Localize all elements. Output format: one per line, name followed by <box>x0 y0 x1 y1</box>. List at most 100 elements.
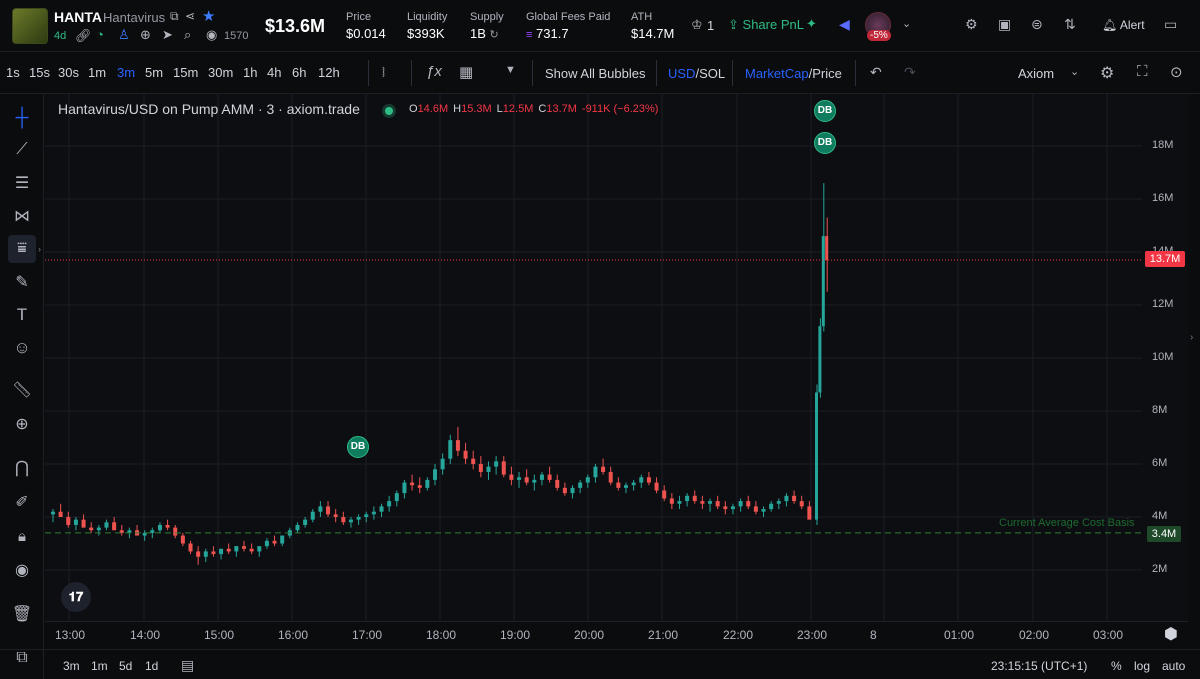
tradingview-logo[interactable]: 𝟏𝟕 <box>61 582 91 612</box>
currency-toggle[interactable]: USD/SOL <box>668 66 725 81</box>
close-value: 13.7M <box>546 103 577 115</box>
share-icon[interactable]: ⋖ <box>185 9 196 23</box>
share-pnl-button[interactable]: ⇪ Share PnL <box>728 17 804 33</box>
db-marker[interactable]: DB <box>347 436 369 458</box>
candle-body <box>242 546 246 549</box>
timeframe-3m[interactable]: 3m <box>117 65 136 80</box>
timeframe-30s[interactable]: 30s <box>58 65 79 80</box>
trendline-icon[interactable]: ⟋ <box>16 141 28 158</box>
percent-toggle[interactable]: % <box>1111 659 1122 673</box>
x-tick-label: 03:00 <box>1093 628 1124 642</box>
timeframe-15m[interactable]: 15m <box>173 65 199 80</box>
candle-body <box>578 482 583 488</box>
marketcap-option[interactable]: MarketCap <box>745 66 809 81</box>
caret-down-icon[interactable]: ▼ <box>505 64 516 76</box>
show-bubbles-button[interactable]: Show All Bubbles <box>545 66 646 81</box>
ruler-icon[interactable]: 📏︎ <box>11 382 33 399</box>
divider <box>368 60 369 86</box>
timeframe-1s[interactable]: 1s <box>6 65 20 80</box>
candle-body <box>104 522 109 528</box>
pin-icon[interactable]: ✦ <box>806 16 817 31</box>
metric-toggle[interactable]: MarketCap/Price <box>745 66 842 81</box>
search-icon[interactable]: ⌕ <box>184 27 192 42</box>
eye-hide-icon[interactable]: ◉ <box>15 562 29 579</box>
candle-body <box>509 474 514 480</box>
magnet-icon[interactable]: ⋂ <box>15 458 29 477</box>
fib-icon[interactable]: ☰ <box>14 175 30 192</box>
timeframe-15s[interactable]: 15s <box>29 65 50 80</box>
range-5d[interactable]: 5d <box>119 659 133 673</box>
range-3m[interactable]: 3m <box>63 659 80 673</box>
chart-area[interactable]: Hantavirus/USD on Pump AMM · 3 · axiom.t… <box>45 94 1188 621</box>
auto-toggle[interactable]: auto <box>1162 659 1186 673</box>
candlestick-chart[interactable] <box>45 94 1188 621</box>
usd-option[interactable]: USD <box>668 66 696 81</box>
scale-collapse-icon[interactable]: › <box>1190 332 1194 343</box>
candle-body <box>157 524 162 531</box>
hexagon-icon[interactable]: ⬢ <box>1164 626 1178 643</box>
trash-icon[interactable]: 🗑︎ <box>11 606 33 623</box>
timeframe-6h[interactable]: 6h <box>292 65 307 80</box>
lock-icon[interactable]: 🔒︎ <box>18 527 26 545</box>
user-icon[interactable]: ♙ <box>118 27 130 42</box>
token-avatar[interactable] <box>12 8 48 44</box>
token-name[interactable]: Hantavirus <box>103 10 166 25</box>
legend-status-dot <box>385 107 393 115</box>
change-value: -911K (−6.23%) <box>581 103 659 115</box>
time-axis[interactable]: 13:00 14:00 15:00 16:00 17:00 18:00 19:00 20:00… <box>45 621 1188 649</box>
text-icon[interactable]: T <box>16 305 28 324</box>
candle-type-icon[interactable]: ⧘ <box>382 64 386 81</box>
range-1d[interactable]: 1d <box>145 659 159 673</box>
wallet-icon[interactable]: ▣ <box>998 16 1012 32</box>
projection-icon[interactable]: ⩸ <box>8 235 36 263</box>
timeframe-1h[interactable]: 1h <box>243 65 258 80</box>
timeframe-30m[interactable]: 30m <box>208 65 234 80</box>
star-icon[interactable]: ★ <box>202 8 216 25</box>
candle-body <box>570 487 575 494</box>
expand-arrow-icon[interactable]: › <box>38 244 41 254</box>
globe-icon[interactable]: ⊕ <box>140 27 151 42</box>
price-option[interactable]: Price <box>812 66 842 81</box>
range-1m[interactable]: 1m <box>91 659 108 673</box>
swap-icon[interactable]: ⇅ <box>1064 16 1076 32</box>
calendar-icon[interactable]: ▤ <box>181 657 195 673</box>
fullscreen-icon[interactable]: ⛶ <box>1137 63 1148 80</box>
gear-icon[interactable]: ⚙ <box>965 16 978 32</box>
pencil-lock-icon[interactable]: ✐ <box>15 494 29 511</box>
layers-icon[interactable]: ⧉ <box>16 649 28 666</box>
crosshair-icon[interactable]: ┼ <box>15 106 29 127</box>
db-marker[interactable]: DB <box>814 132 836 154</box>
pattern-icon[interactable]: ⋈ <box>14 208 30 225</box>
indicators-icon[interactable]: ƒx <box>426 63 442 80</box>
exchange-chevron-icon[interactable]: ⌄ <box>1070 66 1080 78</box>
timeframe-5m[interactable]: 5m <box>145 65 164 80</box>
candle-body <box>662 490 667 499</box>
camera-icon[interactable]: ⊙ <box>1170 64 1183 81</box>
timeframe-1m[interactable]: 1m <box>88 65 107 80</box>
emoji-icon[interactable]: ☺ <box>13 338 31 357</box>
copy-icon[interactable]: ⧉ <box>170 9 179 23</box>
undo-icon[interactable]: ↶ <box>870 64 882 80</box>
sol-option[interactable]: SOL <box>699 66 726 81</box>
x-tick-label: 14:00 <box>130 628 161 642</box>
redo-icon[interactable]: ↷ <box>904 64 916 80</box>
zoom-icon[interactable]: ⊕ <box>15 416 29 433</box>
log-toggle[interactable]: log <box>1134 659 1151 673</box>
settings-icon[interactable]: ⚙ <box>1100 65 1115 82</box>
exchange-select[interactable]: Axiom <box>1018 66 1054 81</box>
chevron-down-icon[interactable]: ⌄ <box>902 18 912 30</box>
db-marker[interactable]: DB <box>814 100 836 122</box>
candle-body <box>815 392 818 520</box>
brush-icon[interactable]: ✎ <box>15 274 29 291</box>
dollar-circle-icon[interactable]: ⊜ <box>1031 16 1043 32</box>
timeframe-4h[interactable]: 4h <box>267 65 282 80</box>
link-icon[interactable]: 🔗︎ <box>75 28 92 43</box>
telegram-icon[interactable]: ➤ <box>162 27 173 42</box>
clock-icon[interactable]: ◔ <box>96 27 104 42</box>
crown-icon[interactable]: ♔ <box>691 17 703 32</box>
megaphone-icon[interactable]: ◀ <box>839 16 850 32</box>
alert-button[interactable]: 🔔︎ Alert <box>1102 18 1145 32</box>
timeframe-12h[interactable]: 12h <box>318 65 340 80</box>
layouts-icon[interactable]: ▦ <box>459 64 474 81</box>
layout-icon[interactable]: ▭ <box>1164 16 1178 32</box>
